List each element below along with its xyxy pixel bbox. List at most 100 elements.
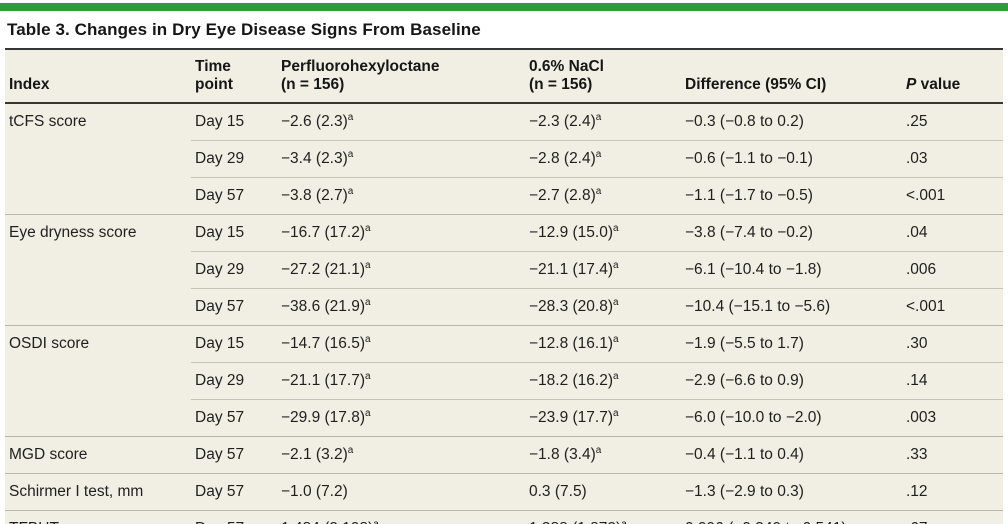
column-header-p: P value bbox=[902, 49, 1003, 104]
footnote-marker: a bbox=[595, 111, 602, 123]
cell-nacl: −21.1 (17.4)a bbox=[525, 250, 681, 289]
cell-diff: −3.8 (−7.4 to −0.2) bbox=[681, 213, 902, 252]
cell-p: .14 bbox=[902, 361, 1003, 400]
table-row: OSDI score Day 15 −14.7 (16.5)a −12.8 (16.1… bbox=[5, 324, 1003, 363]
table-row: Day 29 −27.2 (21.1)a −21.1 (17.4)a −6.1 (−1… bbox=[5, 250, 1003, 289]
cell-time: Day 57 bbox=[191, 398, 277, 437]
table-row: Day 29 −3.4 (2.3)a −2.8 (2.4)a −0.6 (−1.1 t… bbox=[5, 139, 1003, 178]
cell-time: Day 57 bbox=[191, 435, 277, 474]
cell-diff: −6.1 (−10.4 to −1.8) bbox=[681, 250, 902, 289]
footnote-marker: a bbox=[595, 444, 602, 456]
table-row: Day 29 −21.1 (17.7)a −18.2 (16.2)a −2.9 (−6… bbox=[5, 361, 1003, 400]
cell-index bbox=[5, 140, 191, 177]
cell-nacl: 1.388 (1.872)a bbox=[525, 509, 681, 524]
footnote-marker: a bbox=[613, 296, 619, 308]
cell-diff: −1.9 (−5.5 to 1.7) bbox=[681, 324, 902, 363]
cell-p: .25 bbox=[906, 112, 928, 130]
cell-diff: 0.096 (−0.349 to 0.541) bbox=[681, 509, 902, 524]
cell-diff: −0.3 (−0.8 to 0.2) bbox=[685, 112, 804, 130]
table-title: Table 3. Changes in Dry Eye Disease Sign… bbox=[7, 20, 481, 39]
cell-nacl: −2.3 (2.4)a bbox=[529, 111, 602, 130]
cell-pfho: 1.484 (2.108)a bbox=[277, 509, 525, 524]
footnote-marker: a bbox=[347, 185, 354, 197]
column-header-index: Index bbox=[5, 49, 191, 104]
cell-nacl: −2.8 (2.4)a bbox=[525, 139, 681, 178]
table-row: Day 57 −29.9 (17.8)a −23.9 (17.7)a −6.0 (−1… bbox=[5, 398, 1003, 437]
cell-pfho: −21.1 (17.7)a bbox=[277, 361, 525, 400]
cell-index: Eye dryness score bbox=[5, 213, 191, 252]
cell-pfho: −2.6 (2.3)a bbox=[281, 111, 354, 130]
column-header-nacl: 0.6% NaCl (n = 156) bbox=[525, 49, 681, 104]
cell-nacl: −2.7 (2.8)a bbox=[525, 176, 681, 215]
cell-diff: −2.9 (−6.6 to 0.9) bbox=[681, 361, 902, 400]
cell-diff: −0.6 (−1.1 to −0.1) bbox=[681, 139, 902, 178]
cell-time: Day 57 bbox=[191, 176, 277, 215]
footnote-marker: a bbox=[613, 370, 619, 382]
footnote-marker: a bbox=[613, 259, 619, 271]
cell-pfho: −27.2 (21.1)a bbox=[277, 250, 525, 289]
cell-index: OSDI score bbox=[5, 324, 191, 363]
cell-time: Day 29 bbox=[191, 139, 277, 178]
cell-nacl: −1.8 (3.4)a bbox=[525, 435, 681, 474]
column-header-pfho: Perfluorohexyloctane (n = 156) bbox=[277, 49, 525, 104]
cell-pfho: −29.9 (17.8)a bbox=[277, 398, 525, 437]
cell-time: Day 57 bbox=[191, 472, 277, 511]
footnote-marker: a bbox=[595, 185, 602, 197]
cell-pfho: −16.7 (17.2)a bbox=[277, 213, 525, 252]
cell-index bbox=[5, 177, 191, 214]
cell-nacl: −12.8 (16.1)a bbox=[525, 324, 681, 363]
cell-index: tCFS score bbox=[9, 112, 87, 130]
cell-diff: −1.3 (−2.9 to 0.3) bbox=[681, 472, 902, 511]
footnote-marker: a bbox=[613, 407, 619, 419]
cell-time: Day 29 bbox=[191, 361, 277, 400]
cell-p: <.001 bbox=[902, 176, 1003, 215]
cell-p: .003 bbox=[902, 398, 1003, 437]
table-header: Index Time point Perfluorohexyloctane (n = 1… bbox=[5, 49, 1003, 104]
cell-p: .04 bbox=[902, 213, 1003, 252]
footnote-marker: a bbox=[613, 222, 619, 234]
cell-index: TFBUT, s bbox=[5, 509, 191, 524]
footnote-marker: a bbox=[613, 333, 619, 345]
footnote-marker: a bbox=[347, 148, 354, 160]
cell-nacl: −18.2 (16.2)a bbox=[525, 361, 681, 400]
cell-nacl: −28.3 (20.8)a bbox=[525, 287, 681, 326]
footnote-marker: a bbox=[373, 518, 379, 524]
footnote-marker: a bbox=[365, 370, 371, 382]
cell-diff: −6.0 (−10.0 to −2.0) bbox=[681, 398, 902, 437]
table-body: tCFS score Day 15 −2.6 (2.3)a −2.3 (2.4)a −0… bbox=[5, 103, 1003, 524]
table-row: MGD score Day 57 −2.1 (3.2)a −1.8 (3.4)a −0.… bbox=[5, 435, 1003, 474]
cell-time: Day 57 bbox=[191, 287, 277, 326]
cell-pfho: −38.6 (21.9)a bbox=[277, 287, 525, 326]
table-row: Schirmer I test, mm Day 57 −1.0 (7.2) 0.3 (… bbox=[5, 472, 1003, 511]
cell-index: MGD score bbox=[5, 435, 191, 474]
cell-pfho: −1.0 (7.2) bbox=[277, 472, 525, 511]
footnote-marker: a bbox=[365, 259, 371, 271]
cell-p: .33 bbox=[902, 435, 1003, 474]
footnote-marker: a bbox=[365, 296, 371, 308]
cell-p: .12 bbox=[902, 472, 1003, 511]
cell-diff: −0.4 (−1.1 to 0.4) bbox=[681, 435, 902, 474]
cell-p: .30 bbox=[902, 324, 1003, 363]
cell-index bbox=[5, 251, 191, 288]
cell-time: Day 15 bbox=[191, 213, 277, 252]
cell-time: Day 15 bbox=[195, 112, 245, 130]
cell-index bbox=[5, 362, 191, 399]
cell-index bbox=[5, 288, 191, 325]
column-header-time: Time point bbox=[191, 49, 277, 104]
footnote-marker: a bbox=[365, 407, 371, 419]
table-row: tCFS score Day 15 −2.6 (2.3)a −2.3 (2.4)a −0… bbox=[5, 103, 1003, 141]
cell-pfho: −3.8 (2.7)a bbox=[277, 176, 525, 215]
cell-index: Schirmer I test, mm bbox=[5, 472, 191, 511]
footnote-marker: a bbox=[365, 333, 371, 345]
footnote-marker: a bbox=[347, 444, 354, 456]
cell-p: <.001 bbox=[902, 287, 1003, 326]
cell-time: Day 29 bbox=[191, 250, 277, 289]
cell-diff: −1.1 (−1.7 to −0.5) bbox=[681, 176, 902, 215]
cell-p: .67 bbox=[902, 509, 1003, 524]
cell-time: Day 15 bbox=[191, 324, 277, 363]
dry-eye-signs-table: Index Time point Perfluorohexyloctane (n = 1… bbox=[5, 48, 1003, 524]
cell-diff: −10.4 (−15.1 to −5.6) bbox=[681, 287, 902, 326]
cell-nacl: 0.3 (7.5) bbox=[525, 472, 681, 511]
table-row: Day 57 −3.8 (2.7)a −2.7 (2.8)a −1.1 (−1.7 t… bbox=[5, 176, 1003, 215]
cell-pfho: −2.1 (3.2)a bbox=[277, 435, 525, 474]
